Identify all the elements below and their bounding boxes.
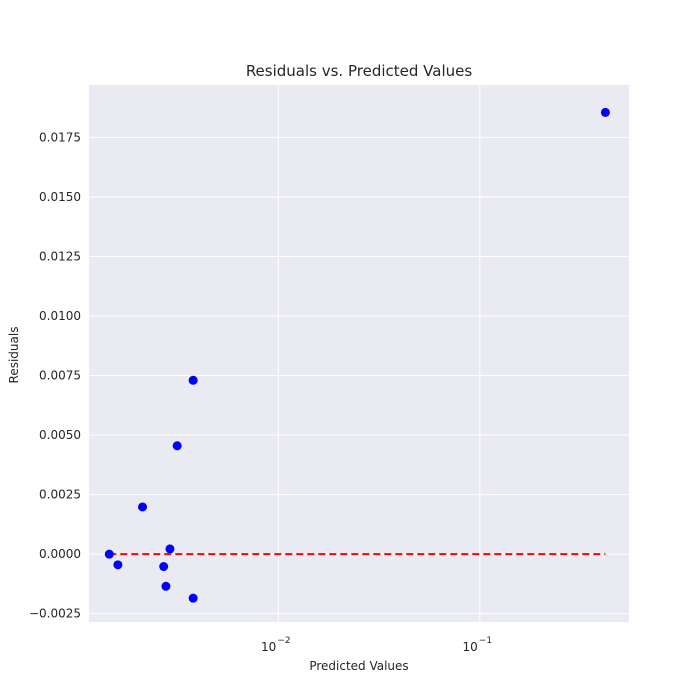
- data-point: [161, 581, 171, 591]
- y-tick-label: 0.0025: [39, 488, 81, 502]
- plot-area: [89, 85, 629, 622]
- y-tick-label: 0.0125: [39, 249, 81, 263]
- y-tick-label: 0.0050: [39, 428, 81, 442]
- x-tick-labels: 10 −2 10 −1: [261, 636, 492, 654]
- data-point: [188, 593, 198, 603]
- y-tick-labels: −0.0025 0.0000 0.0025 0.0050 0.0075 0.0100 0.0…: [29, 130, 81, 620]
- x-tick-label: 10: [463, 640, 478, 654]
- y-tick-label: 0.0100: [39, 309, 81, 323]
- chart-title: Residuals vs. Predicted Values: [246, 62, 473, 80]
- y-tick-label: 0.0075: [39, 369, 81, 383]
- y-axis-label: Residuals: [7, 327, 21, 384]
- y-tick-label: 0.0150: [39, 190, 81, 204]
- data-point: [138, 502, 148, 512]
- data-point: [172, 441, 182, 451]
- data-point: [188, 375, 198, 385]
- x-tick-exponent: −1: [479, 636, 492, 646]
- y-tick-label: 0.0175: [39, 130, 81, 144]
- data-point: [165, 544, 175, 554]
- data-point: [600, 107, 610, 117]
- data-point: [159, 562, 169, 572]
- x-axis-label: Predicted Values: [309, 659, 408, 673]
- x-tick-exponent: −2: [277, 636, 290, 646]
- y-tick-label: 0.0000: [39, 547, 81, 561]
- data-point: [104, 549, 114, 559]
- data-point: [113, 560, 123, 570]
- x-tick-label: 10: [261, 640, 276, 654]
- data-points: [104, 107, 610, 603]
- y-tick-label: −0.0025: [29, 607, 81, 621]
